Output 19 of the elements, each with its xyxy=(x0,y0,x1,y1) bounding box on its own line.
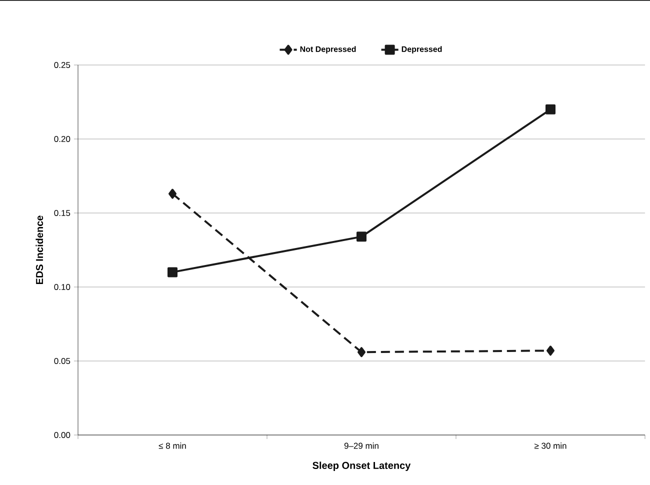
y-tick-label: 0.20 xyxy=(54,136,70,142)
x-tick-label: ≤ 8 min xyxy=(158,442,186,449)
point xyxy=(358,347,366,358)
legend-label: Depressed xyxy=(402,46,442,54)
y-tick-label: 0.05 xyxy=(54,358,70,364)
point xyxy=(168,267,178,278)
point xyxy=(168,188,176,199)
point xyxy=(356,232,367,242)
y-tick-label: 0.15 xyxy=(54,210,70,216)
y-tick-label: 0.00 xyxy=(54,432,70,438)
point xyxy=(546,104,556,114)
y-axis-title: EDS Incidence xyxy=(36,216,44,284)
y-tick-label: 0.10 xyxy=(54,284,70,290)
legend-label: Not Depressed xyxy=(300,46,356,54)
x-tick-label: 9–29 min xyxy=(344,442,378,449)
x-axis-title: Sleep Onset Latency xyxy=(312,462,411,471)
y-tick-label: 0.25 xyxy=(54,62,70,68)
x-tick-label: ≥ 30 min xyxy=(534,442,566,449)
point xyxy=(546,346,555,356)
